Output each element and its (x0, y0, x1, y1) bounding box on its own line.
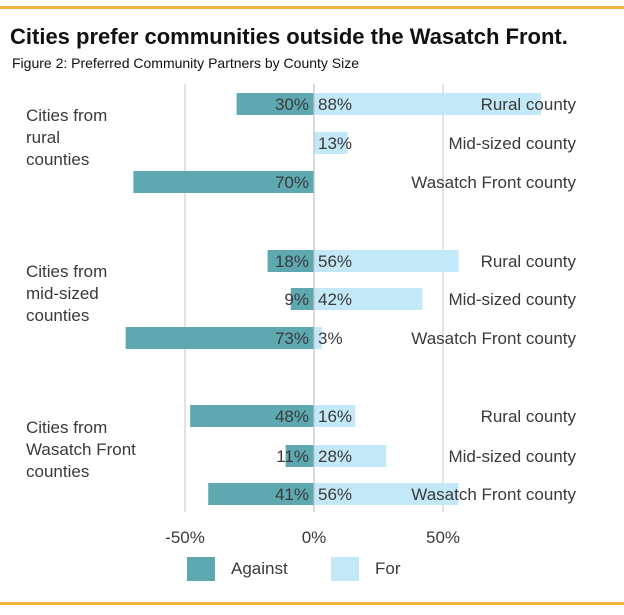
diverging-bar-chart: Cities from rural counties 30% 88% Rural coun… (26, 84, 577, 547)
bar-against (285, 445, 314, 467)
category-label: Wasatch Front county (411, 173, 576, 192)
label-against: 48% (275, 407, 309, 426)
category-label: Wasatch Front county (411, 329, 576, 348)
label-for: 56% (318, 252, 352, 271)
label-against: 73% (275, 329, 309, 348)
group-label-line: Cities from (26, 418, 107, 437)
x-tick-label-2: 50% (426, 528, 460, 547)
label-for: 3% (318, 329, 343, 348)
label-against: 70% (275, 173, 309, 192)
group-label-line: mid-sized (26, 284, 99, 303)
label-for: 42% (318, 290, 352, 309)
bar-for (314, 250, 459, 272)
label-for: 13% (318, 134, 352, 153)
bar-for (314, 132, 348, 154)
category-label: Wasatch Front county (411, 485, 576, 504)
group-label-line: Wasatch Front (26, 440, 136, 459)
label-for: 28% (318, 447, 352, 466)
label-against: 30% (275, 95, 309, 114)
top-rule (0, 6, 624, 9)
x-tick-label-0: -50% (165, 528, 205, 547)
group-label-line: Cities from (26, 106, 107, 125)
bar-against (236, 93, 314, 115)
group-label-line: counties (26, 306, 89, 325)
label-for: 88% (318, 95, 352, 114)
label-for: 16% (318, 407, 352, 426)
group-label-line: counties (26, 150, 89, 169)
bar-for (314, 288, 423, 310)
legend-item-against: Against (187, 556, 288, 582)
category-label: Mid-sized county (448, 134, 576, 153)
category-label: Rural county (481, 95, 577, 114)
bar-for (314, 327, 322, 349)
bar-against (267, 250, 314, 272)
bar-for (314, 405, 356, 427)
label-against: 9% (284, 290, 309, 309)
bar-against (190, 405, 314, 427)
legend-label-against: Against (231, 559, 288, 578)
chart-title: Cities prefer communities outside the Wa… (10, 24, 568, 49)
legend-swatch-for (331, 557, 359, 581)
bar-against (125, 327, 314, 349)
chart-subtitle: Figure 2: Preferred Community Partners b… (12, 55, 360, 71)
legend-swatch-against (187, 557, 215, 581)
bar-against (208, 483, 314, 505)
category-label: Mid-sized county (448, 290, 576, 309)
bar-for (314, 93, 542, 115)
bar-for (314, 483, 459, 505)
bar-against (133, 171, 314, 193)
group-label-1: Cities from mid-sized counties (26, 262, 107, 325)
group-label-0: Cities from rural counties (26, 106, 107, 169)
group-label-line: rural (26, 128, 60, 147)
category-label: Mid-sized county (448, 447, 576, 466)
group-label-line: Cities from (26, 262, 107, 281)
x-tick-label-1: 0% (302, 528, 327, 547)
legend-item-for: For (331, 556, 401, 582)
label-against: 11% (276, 447, 309, 466)
category-label: Rural county (481, 407, 577, 426)
label-against: 18% (275, 252, 309, 271)
label-for: 56% (318, 485, 352, 504)
bar-against (290, 288, 314, 310)
group-label-2: Cities from Wasatch Front counties (26, 418, 136, 481)
group-label-line: counties (26, 462, 89, 481)
legend-label-for: For (375, 559, 401, 578)
category-label: Rural county (481, 252, 577, 271)
label-against: 41% (275, 485, 309, 504)
bottom-rule (0, 602, 624, 605)
bar-for (314, 445, 387, 467)
